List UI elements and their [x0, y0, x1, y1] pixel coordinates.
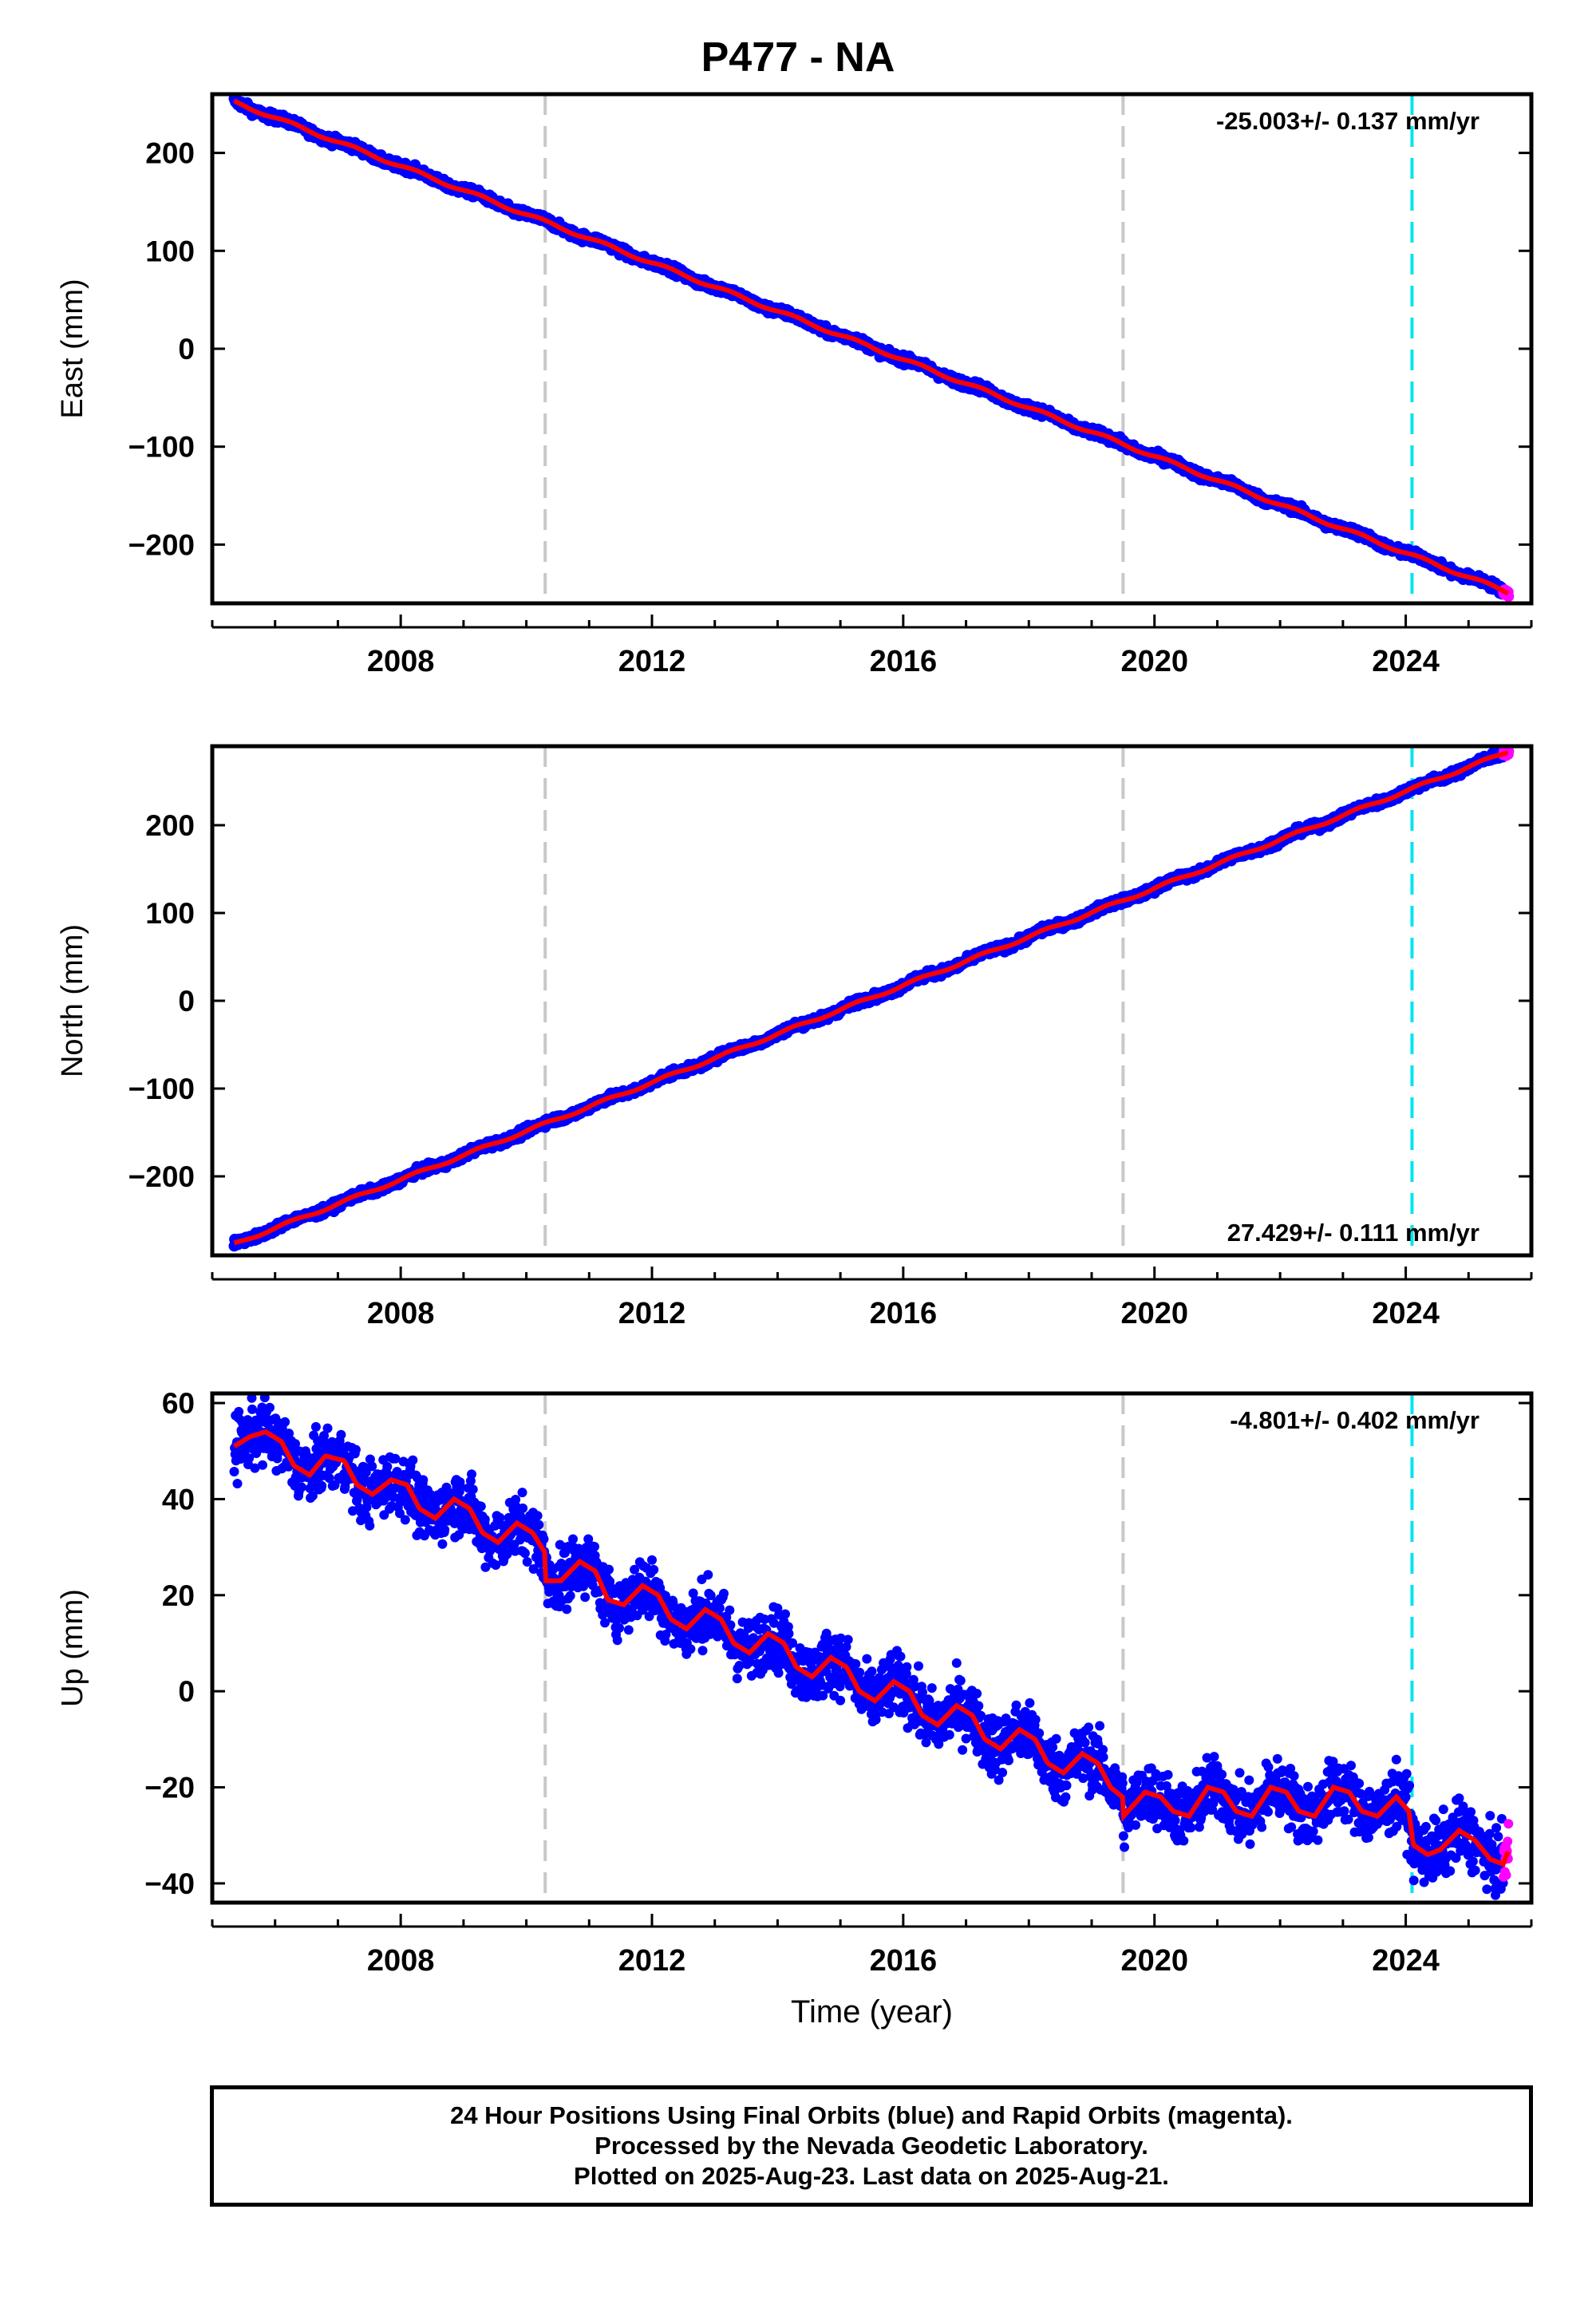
panel-north: 2008 2012 2016 2020 2024−200−1000100200North… — [56, 744, 1534, 1330]
y-tick-label: 100 — [145, 235, 195, 267]
plot-area — [228, 94, 1515, 603]
plot-area — [228, 746, 1515, 1255]
x-tick-label: 2008 — [367, 645, 435, 678]
x-tick-label: 2024 — [1372, 645, 1440, 678]
panel-east: 2008 2012 2016 2020 2024 −200 −100 0 100 200 East … — [56, 92, 1534, 678]
y-tick-label: 0 — [178, 333, 195, 366]
rate-annotation: -25.003+/- 0.137 mm/yr — [1216, 107, 1479, 135]
x-tick-label: 2020 — [1120, 645, 1188, 678]
y-tick-label: −200 — [128, 528, 195, 561]
x-tick-label: 2012 — [618, 645, 686, 678]
chart-title: P477 - NA — [701, 34, 895, 81]
model-fit-line — [233, 98, 1510, 596]
y-tick-label: −100 — [128, 431, 195, 464]
y-axis-label: East (mm) — [56, 279, 89, 418]
x-tick-label: 2016 — [870, 645, 938, 678]
y-tick-label: 200 — [145, 137, 195, 170]
